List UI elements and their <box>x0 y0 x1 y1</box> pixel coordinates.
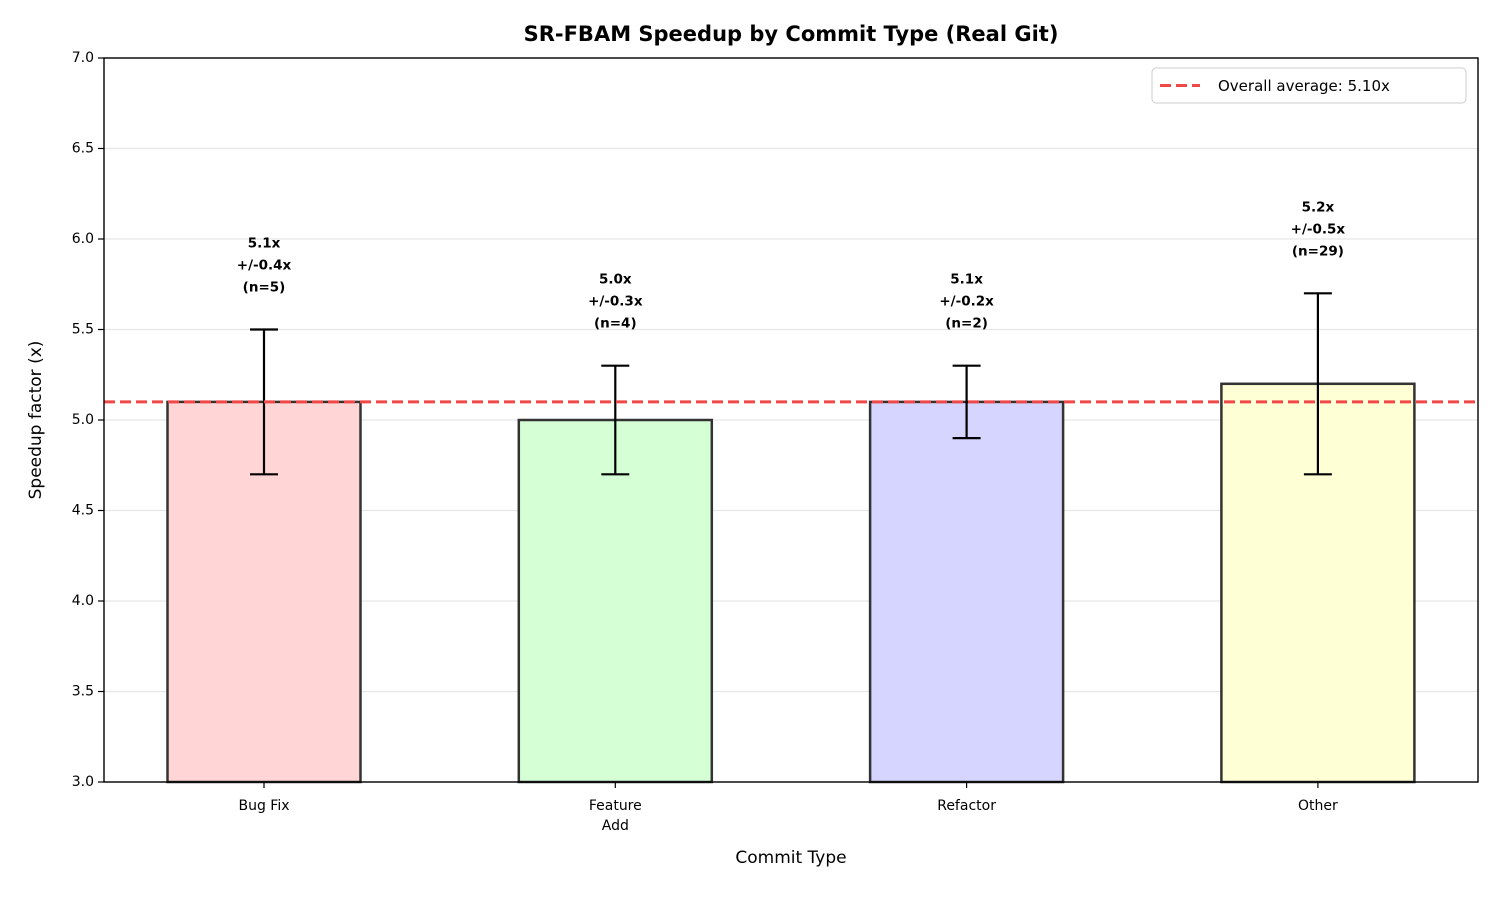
x-tick-label: Bug Fix <box>238 798 289 814</box>
bar <box>868 400 1065 784</box>
value-label: 5.1x +/-0.2x (n=2) <box>939 272 994 332</box>
legend-box <box>1151 67 1467 104</box>
x-axis-label: Commit Type <box>735 848 846 868</box>
plot-frame <box>103 57 1479 783</box>
legend-label: Overall average: 5.10x <box>1218 77 1390 95</box>
value-label: 5.0x +/-0.3x (n=4) <box>588 272 643 332</box>
y-tick-label: 3.5 <box>72 684 94 700</box>
chart-title: SR-FBAM Speedup by Commit Type (Real Git… <box>524 22 1059 46</box>
y-tick-label: 6.0 <box>72 231 94 247</box>
y-tick-label: 4.5 <box>72 503 94 519</box>
x-tick-label: Feature Add <box>589 798 642 834</box>
x-tick-label: Other <box>1298 798 1338 814</box>
y-axis-label: Speedup factor (x) <box>26 341 46 500</box>
y-tick-label: 5.5 <box>72 322 94 338</box>
y-tick-label: 5.0 <box>72 412 94 428</box>
x-tick-label: Refactor <box>937 798 996 814</box>
y-tick-label: 4.0 <box>72 593 94 609</box>
y-tick-label: 3.0 <box>72 774 94 790</box>
value-label: 5.2x +/-0.5x (n=29) <box>1291 199 1346 259</box>
value-label: 5.1x +/-0.4x (n=5) <box>237 236 292 296</box>
y-tick-label: 6.5 <box>72 141 94 157</box>
y-tick-label: 7.0 <box>72 50 94 66</box>
